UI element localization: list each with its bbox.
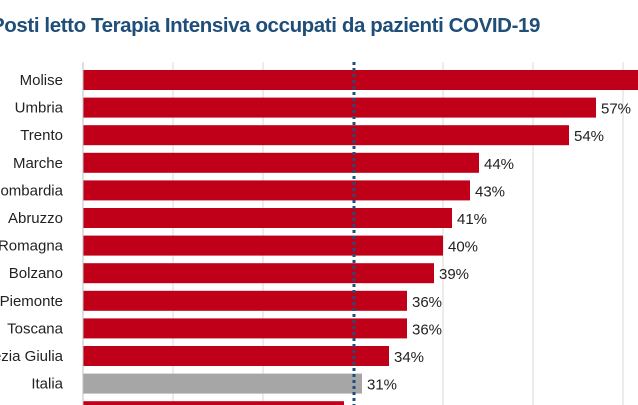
bar <box>83 97 596 118</box>
value-label: 34% <box>394 349 424 366</box>
bar <box>83 263 434 284</box>
value-label: 36% <box>412 321 442 338</box>
category-label: Friuli Venezia Giulia <box>0 348 64 365</box>
value-label: 54% <box>574 128 604 145</box>
value-label: 36% <box>412 294 442 311</box>
value-label: 39% <box>439 266 469 283</box>
bar <box>83 208 452 228</box>
bar <box>83 125 569 146</box>
value-label: 31% <box>367 377 397 394</box>
chart-title: Posti letto Terapia Intensiva occupati d… <box>0 14 541 37</box>
category-label: Umbria <box>15 100 64 117</box>
bar <box>83 346 389 366</box>
value-label: 57% <box>601 101 631 118</box>
bar <box>83 290 407 311</box>
bar <box>83 70 638 90</box>
bar <box>83 235 443 256</box>
category-label: Trento <box>20 127 63 144</box>
value-label: 43% <box>475 183 505 200</box>
category-label: Marche <box>13 155 63 172</box>
category-label: Molise <box>20 72 63 89</box>
bar <box>83 401 344 405</box>
bar <box>83 180 470 201</box>
bar <box>83 152 479 173</box>
category-label: Lombardia <box>0 182 64 199</box>
category-label: Italia <box>31 376 63 393</box>
category-label: Bolzano <box>9 265 63 282</box>
value-label: 44% <box>484 156 514 173</box>
category-label: Emilia-Romagna <box>0 238 64 255</box>
category-label: Piemonte <box>0 293 63 310</box>
value-label: 41% <box>457 211 487 228</box>
category-label: Toscana <box>7 320 64 337</box>
value-label: 40% <box>448 239 478 256</box>
bar <box>83 373 362 394</box>
bar <box>83 318 407 339</box>
category-label: Abruzzo <box>8 210 63 227</box>
